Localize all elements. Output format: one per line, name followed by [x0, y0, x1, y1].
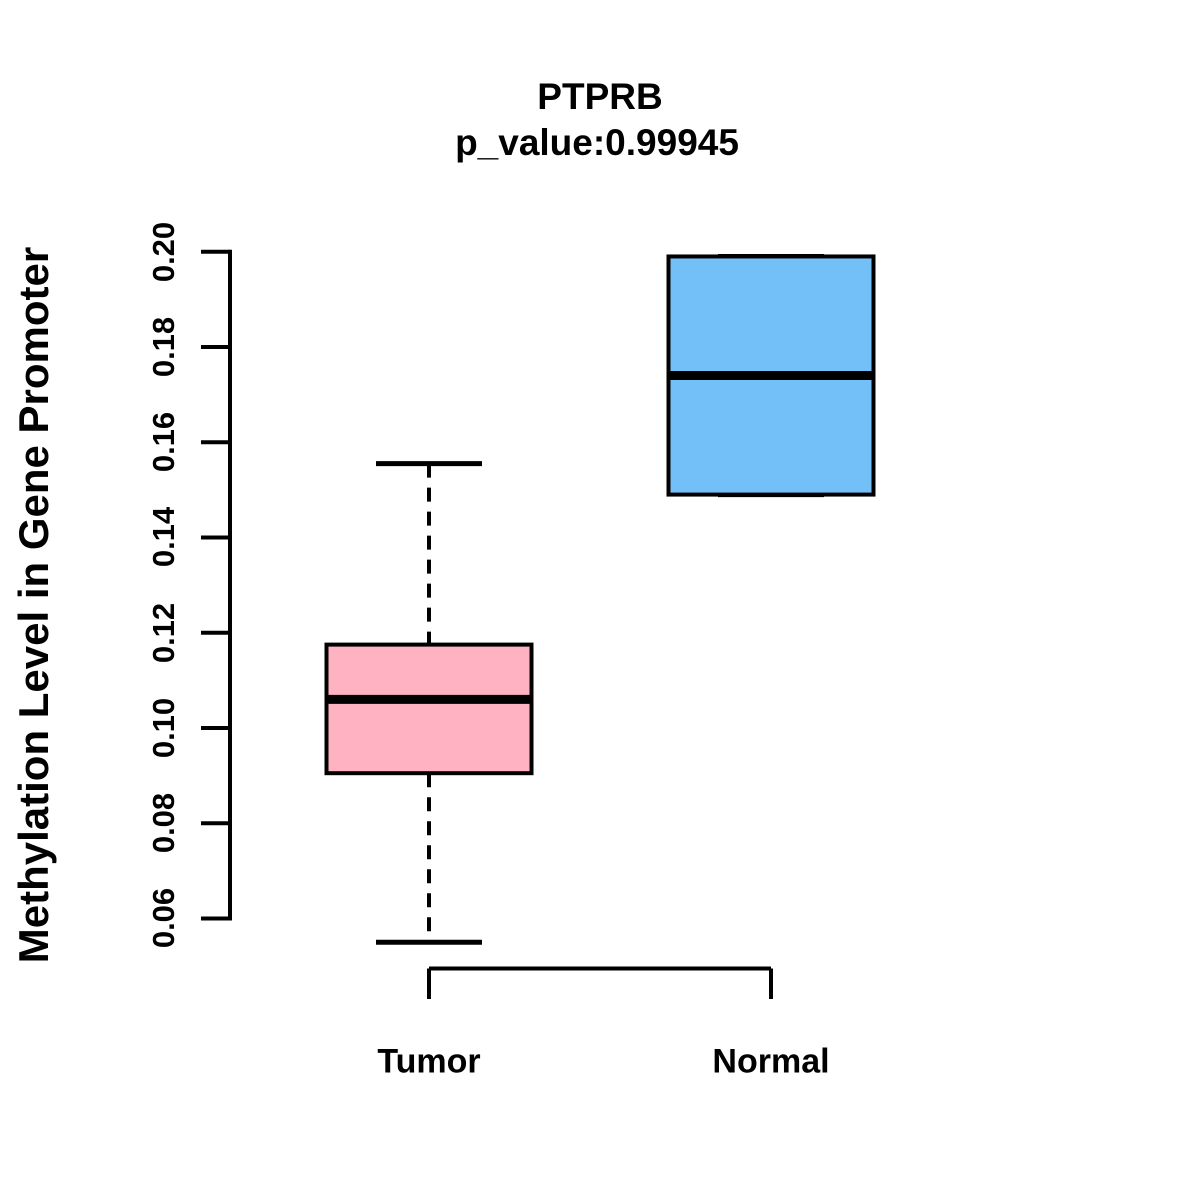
- y-tick-label: 0.18: [146, 316, 181, 378]
- chart-subtitle-pvalue: p_value:0.99945: [455, 122, 739, 163]
- y-tick-label: 0.12: [146, 602, 181, 663]
- y-axis-title: Methylation Level in Gene Promoter: [10, 246, 57, 964]
- y-tick-label: 0.08: [146, 793, 181, 854]
- x-category-label-tumor: Tumor: [377, 1042, 481, 1081]
- chart-title: PTPRB: [537, 76, 663, 117]
- y-tick-label: 0.20: [146, 221, 181, 282]
- y-tick-label: 0.06: [146, 888, 181, 949]
- x-category-label-normal: Normal: [712, 1042, 830, 1081]
- y-tick-label: 0.10: [146, 697, 181, 759]
- y-tick-label: 0.14: [146, 507, 181, 568]
- y-tick-label: 0.16: [146, 412, 181, 473]
- box-tumor: [324, 642, 534, 776]
